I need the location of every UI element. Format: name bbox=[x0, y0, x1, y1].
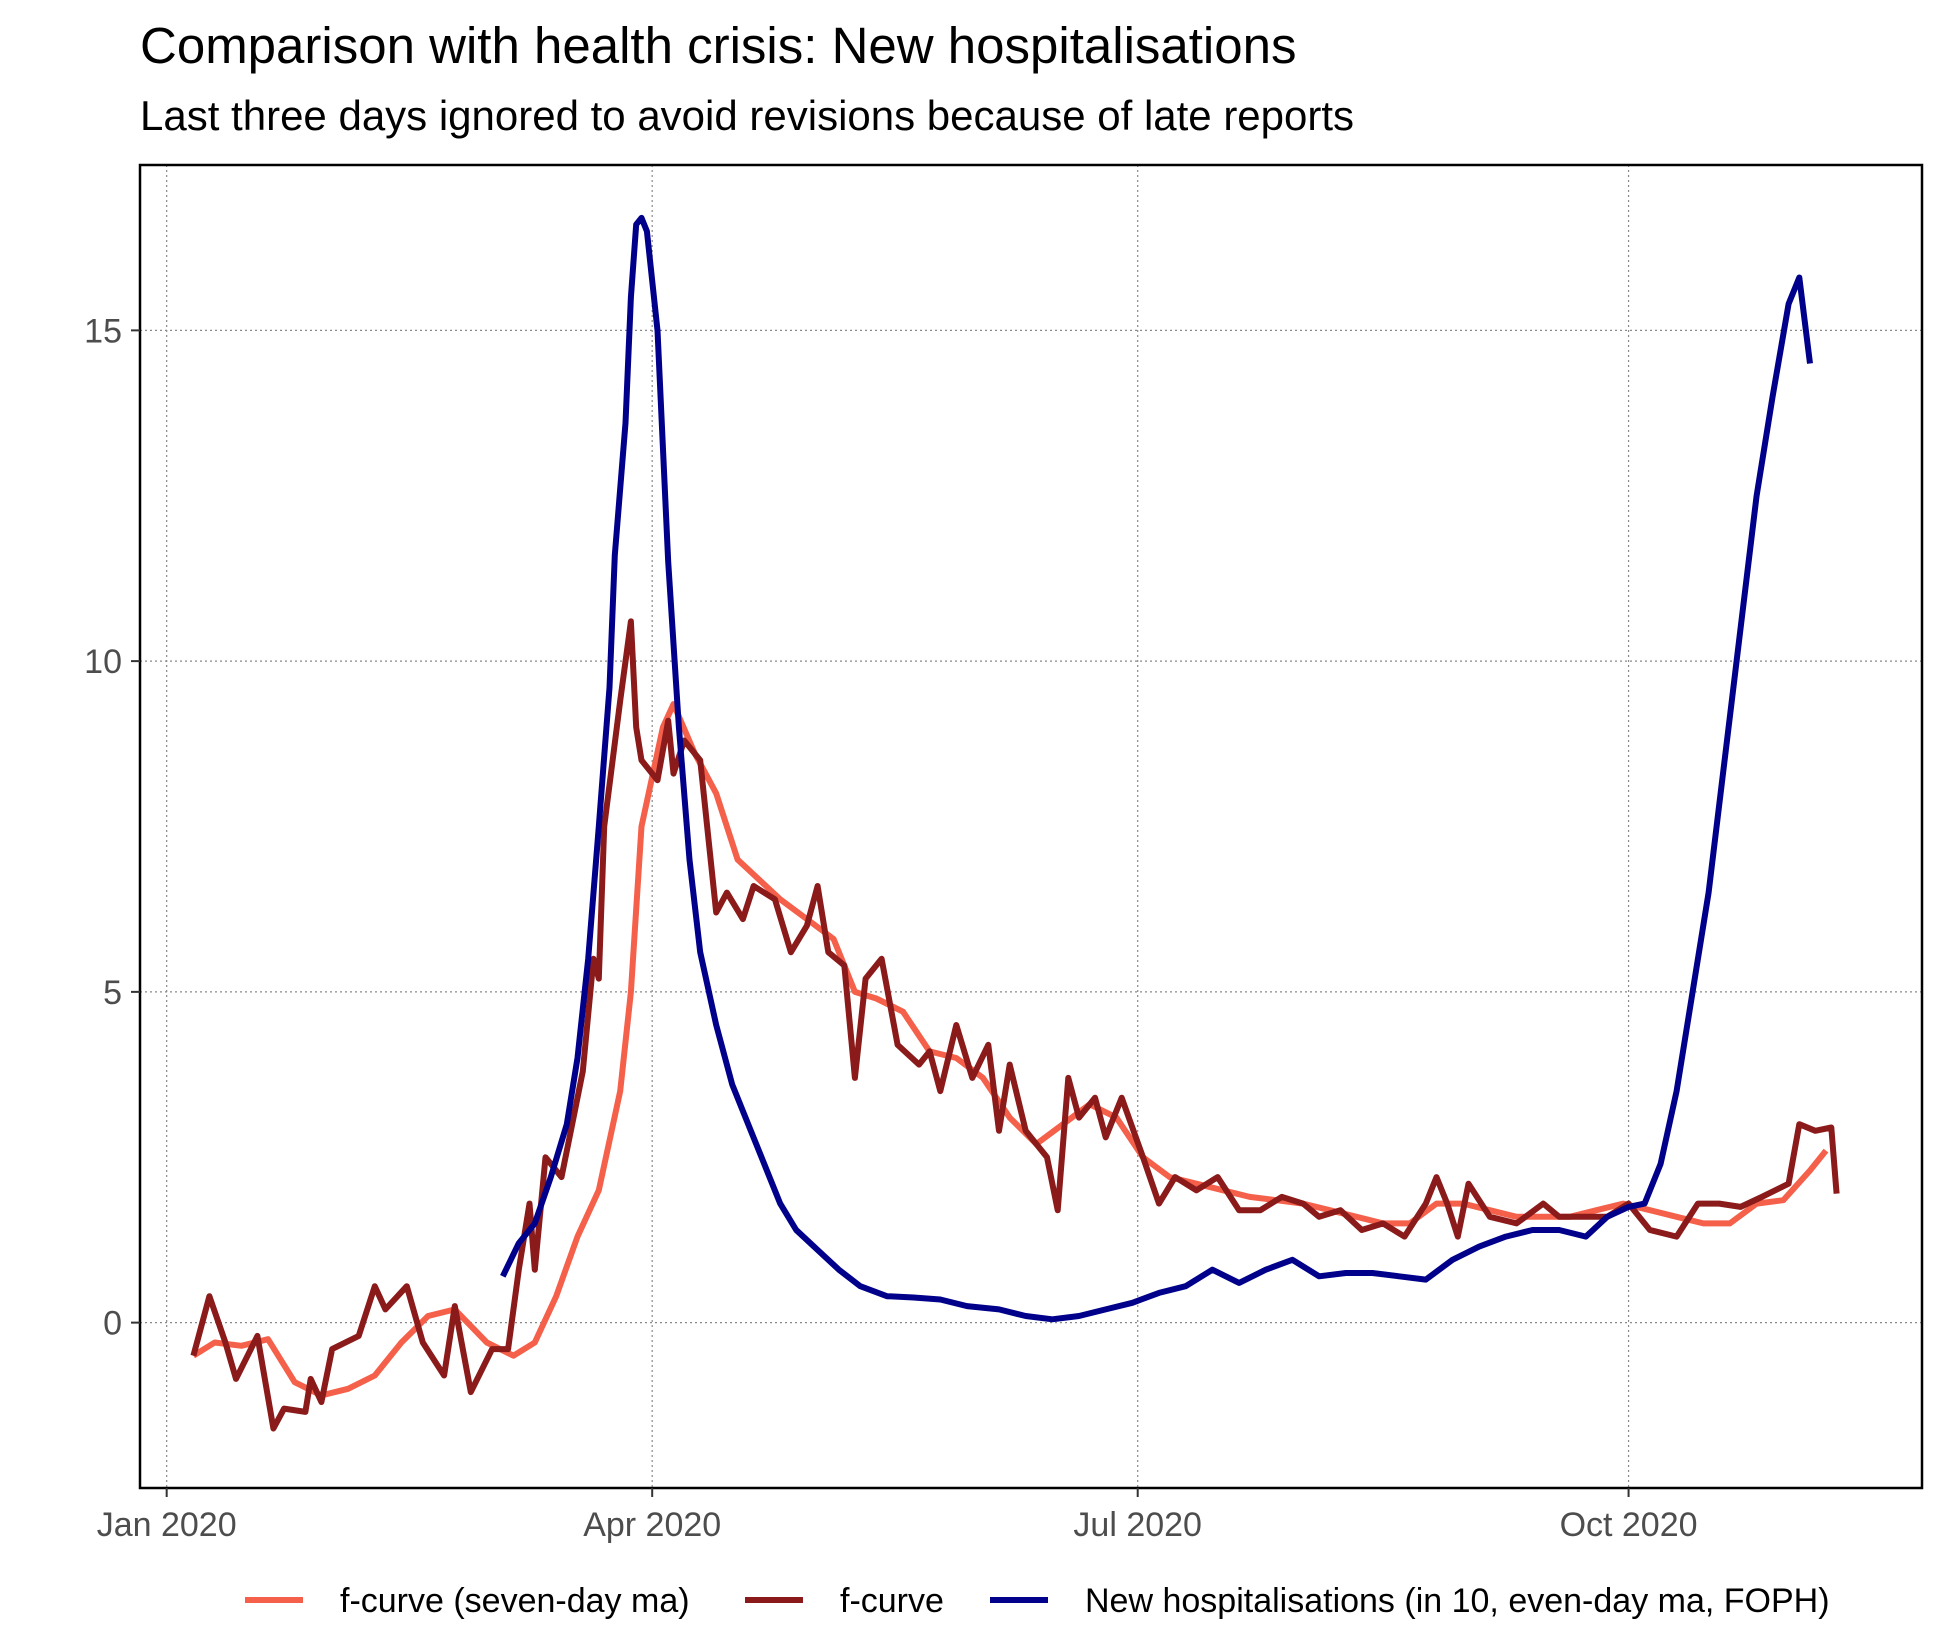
x-tick-label: Jul 2020 bbox=[1073, 1506, 1202, 1544]
x-tick-label: Oct 2020 bbox=[1560, 1506, 1698, 1544]
series-line-1 bbox=[191, 701, 1829, 1399]
chart-title: Comparison with health crisis: New hospi… bbox=[140, 17, 1297, 74]
y-tick-label: 15 bbox=[84, 312, 122, 350]
series-line-3 bbox=[500, 214, 1813, 1323]
x-tick-label: Apr 2020 bbox=[583, 1506, 721, 1544]
legend-label-3: New hospitalisations (in 10, even-day ma… bbox=[1085, 1582, 1830, 1620]
chart-subtitle: Last three days ignored to avoid revisio… bbox=[140, 92, 1355, 139]
y-tick-label: 10 bbox=[84, 643, 122, 681]
y-tick-label: 0 bbox=[103, 1305, 122, 1343]
legend-label-1: f-curve (seven-day ma) bbox=[340, 1582, 690, 1620]
y-tick-label: 5 bbox=[103, 974, 122, 1012]
series-line-2 bbox=[190, 618, 1840, 1432]
x-tick-label: Jan 2020 bbox=[97, 1506, 237, 1544]
plot-frame bbox=[138, 163, 1924, 1490]
legend-label-2: f-curve bbox=[840, 1582, 944, 1620]
